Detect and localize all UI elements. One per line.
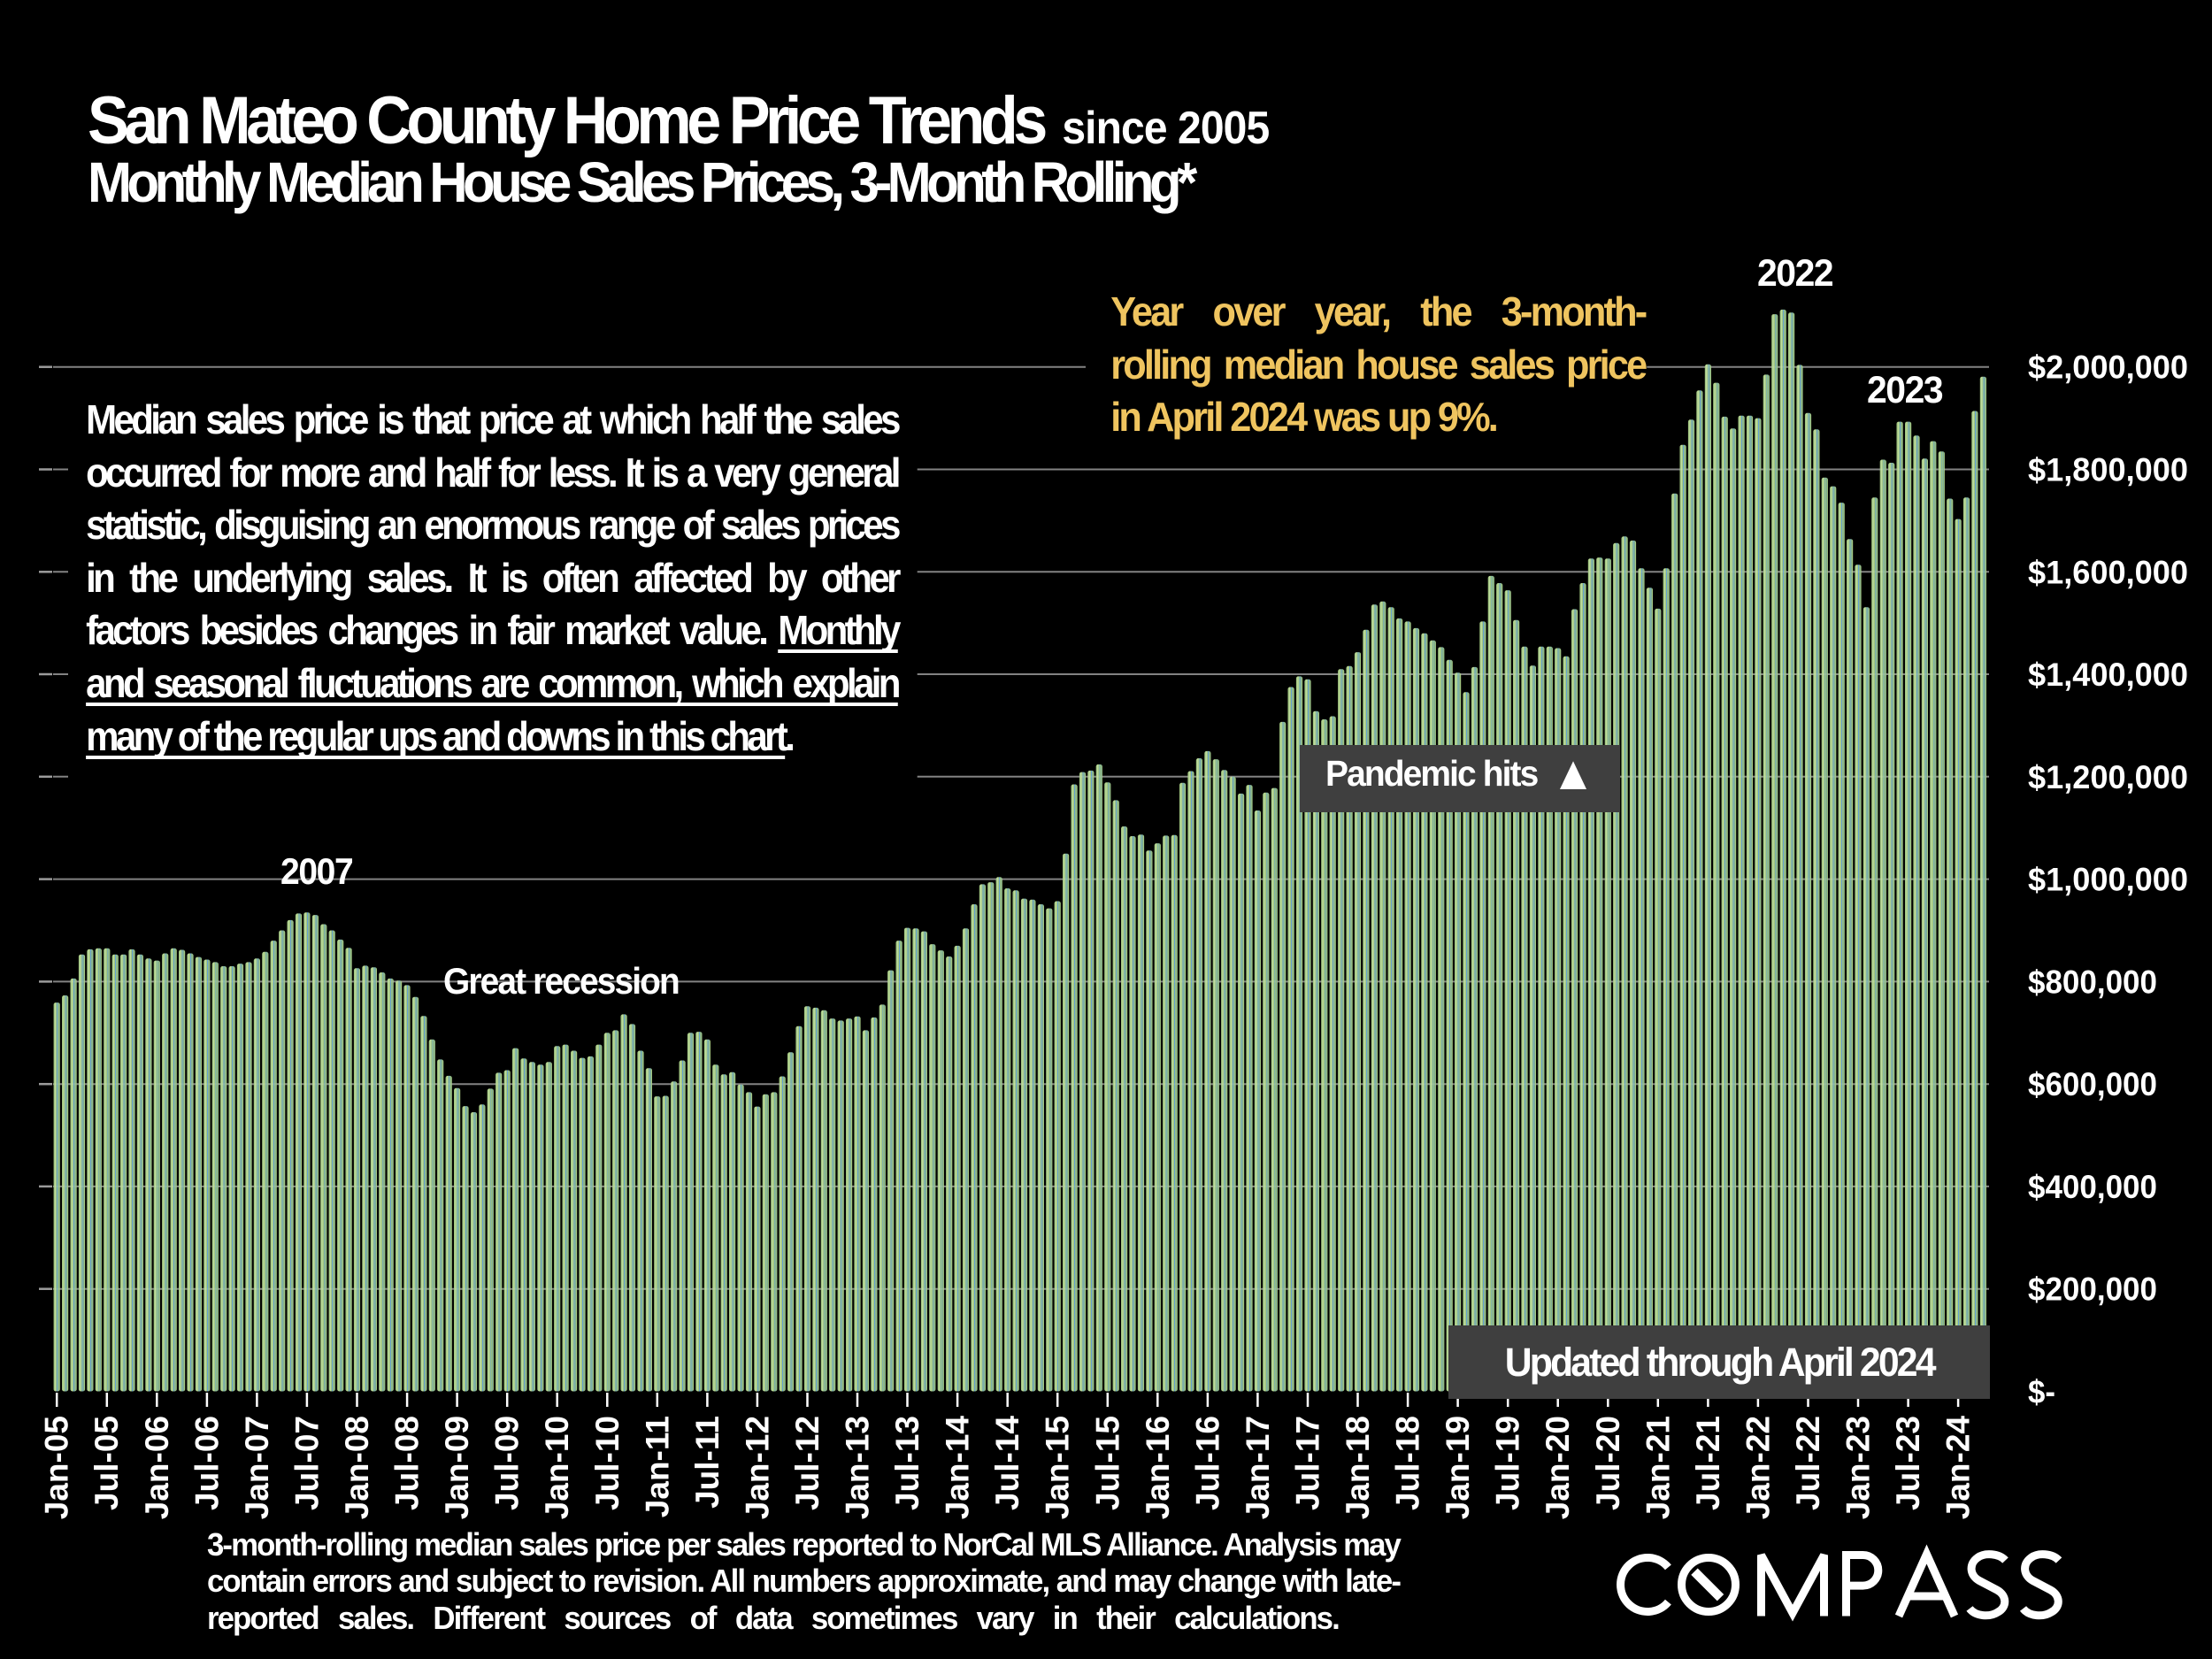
svg-text:Jan-07: Jan-07	[239, 1416, 275, 1519]
svg-text:$2,000,000: $2,000,000	[2028, 349, 2188, 386]
svg-text:$200,000: $200,000	[2028, 1271, 2157, 1308]
svg-text:Jul-23: Jul-23	[1890, 1416, 1926, 1510]
svg-text:Jul-08: Jul-08	[389, 1416, 426, 1510]
svg-text:Jan-11: Jan-11	[639, 1416, 675, 1517]
svg-text:Jul-22: Jul-22	[1790, 1416, 1826, 1510]
svg-text:$800,000: $800,000	[2028, 964, 2157, 1000]
svg-text:Jan-15: Jan-15	[1040, 1416, 1076, 1519]
svg-text:Jul-06: Jul-06	[188, 1416, 225, 1510]
svg-text:Jul-16: Jul-16	[1189, 1416, 1225, 1510]
svg-text:Jan-23: Jan-23	[1840, 1416, 1877, 1519]
svg-text:$1,600,000: $1,600,000	[2028, 554, 2188, 590]
svg-text:Jan-16: Jan-16	[1140, 1416, 1176, 1519]
svg-text:Jan-12: Jan-12	[739, 1416, 775, 1519]
svg-text:Jul-21: Jul-21	[1690, 1416, 1726, 1510]
svg-text:Jul-14: Jul-14	[989, 1416, 1025, 1510]
svg-text:Jan-22: Jan-22	[1740, 1416, 1776, 1519]
svg-text:$-: $-	[2028, 1374, 2055, 1410]
svg-text:$1,400,000: $1,400,000	[2028, 657, 2188, 693]
svg-text:Jan-08: Jan-08	[339, 1416, 375, 1519]
svg-text:Jul-11: Jul-11	[689, 1416, 726, 1509]
svg-text:Jan-09: Jan-09	[439, 1416, 475, 1519]
svg-text:$400,000: $400,000	[2028, 1169, 2157, 1205]
svg-text:Jan-05: Jan-05	[39, 1416, 75, 1519]
svg-text:Jul-17: Jul-17	[1290, 1416, 1326, 1510]
svg-text:Jan-14: Jan-14	[940, 1416, 976, 1520]
svg-text:Jul-07: Jul-07	[288, 1416, 325, 1510]
svg-text:Jan-19: Jan-19	[1440, 1416, 1476, 1519]
svg-text:Jan-06: Jan-06	[139, 1416, 175, 1519]
svg-text:Jan-20: Jan-20	[1540, 1416, 1576, 1519]
svg-text:Jan-21: Jan-21	[1640, 1416, 1676, 1519]
svg-text:Jul-15: Jul-15	[1089, 1416, 1125, 1510]
svg-text:Jul-19: Jul-19	[1490, 1416, 1526, 1510]
svg-text:Jul-10: Jul-10	[589, 1416, 626, 1510]
svg-text:$1,200,000: $1,200,000	[2028, 759, 2188, 795]
svg-text:Jan-18: Jan-18	[1340, 1416, 1376, 1519]
svg-text:Jan-13: Jan-13	[840, 1416, 876, 1519]
svg-text:Jul-05: Jul-05	[88, 1416, 125, 1510]
svg-text:Jul-20: Jul-20	[1590, 1416, 1626, 1510]
svg-text:Jul-12: Jul-12	[789, 1416, 826, 1510]
svg-text:$600,000: $600,000	[2028, 1066, 2157, 1102]
svg-text:Jul-13: Jul-13	[889, 1416, 926, 1510]
svg-text:Jul-18: Jul-18	[1390, 1416, 1426, 1510]
svg-text:$1,000,000: $1,000,000	[2028, 862, 2188, 898]
svg-text:$1,800,000: $1,800,000	[2028, 452, 2188, 488]
svg-text:Jan-17: Jan-17	[1240, 1416, 1276, 1519]
svg-text:Jan-24: Jan-24	[1940, 1416, 1977, 1520]
svg-text:Jan-10: Jan-10	[539, 1416, 575, 1519]
svg-text:Jul-09: Jul-09	[489, 1416, 526, 1510]
